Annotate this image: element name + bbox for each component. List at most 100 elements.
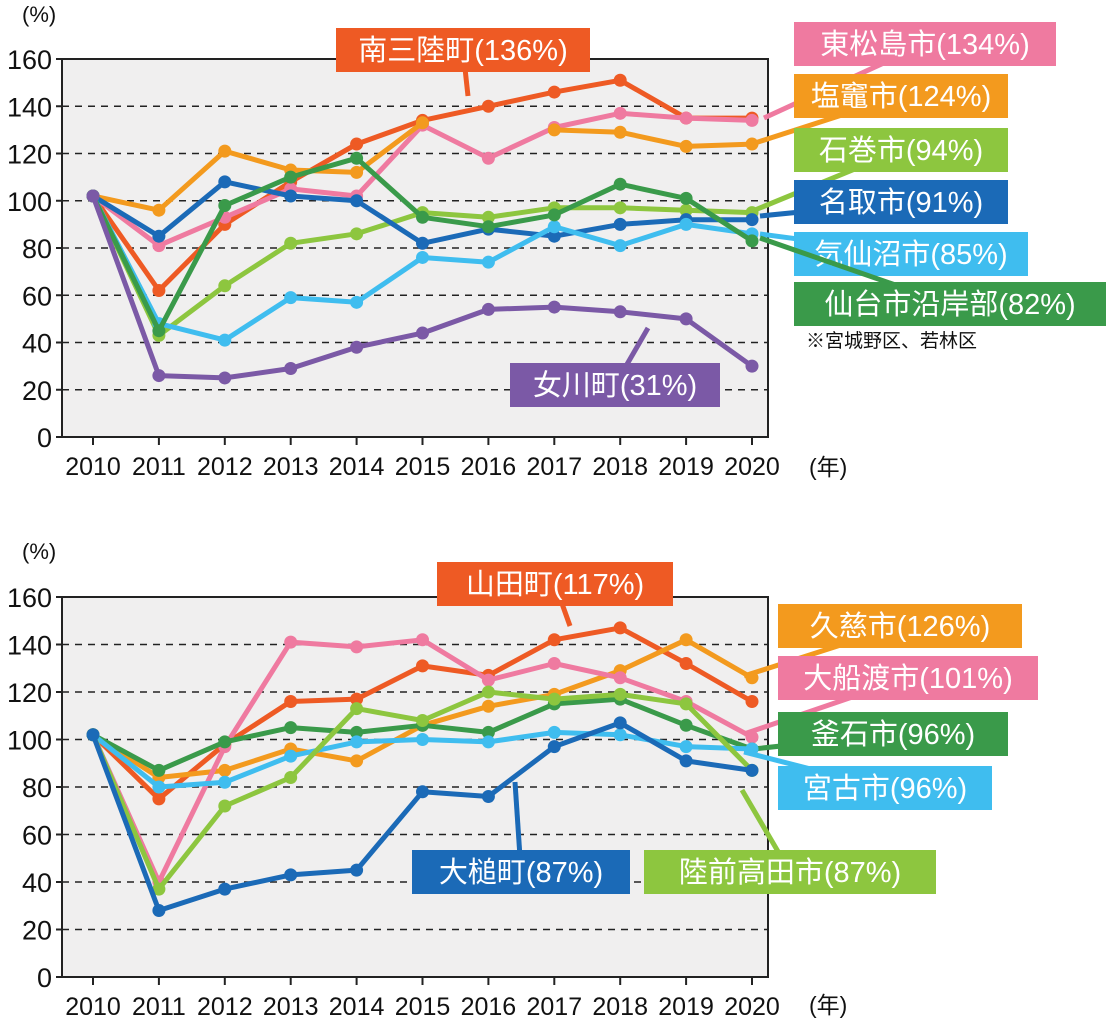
series-label-box xyxy=(336,28,590,72)
data-point xyxy=(416,236,429,250)
x-tick-label: 2012 xyxy=(197,993,253,1020)
data-point xyxy=(547,123,561,137)
data-point xyxy=(416,659,429,673)
x-tick-label: 2010 xyxy=(65,453,121,481)
data-point xyxy=(613,687,627,701)
y-tick-label: 160 xyxy=(7,45,52,75)
data-point xyxy=(481,210,495,224)
data-point xyxy=(350,735,364,749)
data-point xyxy=(284,170,298,184)
data-point xyxy=(679,312,693,326)
x-tick-label: 2017 xyxy=(526,993,582,1020)
data-point xyxy=(613,73,627,87)
data-point xyxy=(218,763,232,777)
data-point xyxy=(613,728,627,742)
series-label-box xyxy=(778,712,1008,756)
data-point xyxy=(416,733,429,746)
series-label-box xyxy=(794,180,1008,224)
data-point xyxy=(218,175,232,189)
data-point xyxy=(218,371,232,385)
series-7: 仙台市沿岸部(82%) xyxy=(86,151,1106,338)
x-tick-label: 2014 xyxy=(329,453,385,481)
series-label: 塩竈市(124%) xyxy=(811,80,992,113)
x-tick-label: 2013 xyxy=(263,453,319,481)
data-point xyxy=(284,771,298,784)
data-point xyxy=(152,763,166,777)
data-point xyxy=(679,740,693,754)
data-point xyxy=(481,302,495,316)
x-tick-label: 2017 xyxy=(526,453,582,481)
x-tick-label: 2018 xyxy=(592,993,648,1020)
data-point xyxy=(284,721,298,735)
x-tick-label: 2016 xyxy=(461,993,517,1020)
y-tick-label: 140 xyxy=(7,631,52,661)
data-point xyxy=(284,695,298,708)
x-tick-label: 2019 xyxy=(658,993,714,1020)
y-tick-label: 0 xyxy=(37,423,52,453)
series-label: 大槌町(87%) xyxy=(439,856,603,889)
data-point xyxy=(613,177,627,191)
data-point xyxy=(350,151,364,165)
series-label-box xyxy=(510,363,720,407)
y-tick-label: 80 xyxy=(22,234,52,264)
x-tick-label: 2019 xyxy=(658,453,714,481)
data-point xyxy=(679,217,693,231)
series-3: 大船渡市(101%) xyxy=(86,633,1038,889)
series-label-box xyxy=(794,128,1008,172)
y-tick-label: 40 xyxy=(22,868,52,898)
x-tick-label: 2010 xyxy=(65,993,121,1020)
x-unit-label: (年) xyxy=(809,454,847,480)
y-tick-label: 40 xyxy=(22,329,52,359)
data-point xyxy=(679,111,693,125)
data-point xyxy=(284,635,298,649)
data-point xyxy=(152,284,166,298)
y-tick-label: 20 xyxy=(22,916,52,946)
series-label: 南三陸町(136%) xyxy=(358,34,568,67)
data-point xyxy=(218,144,232,158)
data-point xyxy=(547,692,561,706)
data-point xyxy=(745,763,759,777)
series-7: 大槌町(87%) xyxy=(86,716,759,917)
data-point xyxy=(350,165,364,179)
x-tick-label: 2020 xyxy=(724,453,780,481)
data-point xyxy=(350,863,364,877)
series-8: 女川町(31%) xyxy=(86,189,759,407)
data-point xyxy=(547,220,561,234)
data-point xyxy=(481,725,495,739)
data-point xyxy=(416,785,429,799)
x-tick-label: 2018 xyxy=(592,453,648,481)
y-unit-label: (%) xyxy=(22,539,56,564)
data-point xyxy=(481,673,495,687)
series-label: 東松島市(134%) xyxy=(820,28,1030,61)
data-point xyxy=(218,799,232,813)
data-point xyxy=(679,657,693,670)
series-label-box xyxy=(794,232,1028,276)
data-point xyxy=(481,699,495,713)
x-tick-label: 2016 xyxy=(461,453,517,481)
y-tick-label: 0 xyxy=(37,963,52,993)
data-point xyxy=(745,113,759,127)
data-point xyxy=(152,239,166,253)
x-tick-label: 2013 xyxy=(263,993,319,1020)
data-point xyxy=(679,203,693,217)
data-point xyxy=(547,725,561,739)
data-point xyxy=(152,324,166,338)
data-point xyxy=(745,234,759,248)
data-point xyxy=(745,213,759,227)
data-point xyxy=(218,279,232,293)
data-point xyxy=(350,692,364,706)
series-5: 宮古市(96%) xyxy=(86,725,992,810)
data-point xyxy=(152,882,166,896)
data-point xyxy=(613,621,627,635)
data-point xyxy=(284,361,298,375)
data-point xyxy=(547,300,561,314)
series-label: 陸前高田市(87%) xyxy=(679,856,901,889)
data-point xyxy=(218,735,232,749)
x-tick-label: 2012 xyxy=(197,453,253,481)
series-label: 山田町(117%) xyxy=(466,569,644,601)
data-point xyxy=(350,640,364,654)
data-point xyxy=(613,201,627,215)
data-point xyxy=(350,702,364,716)
series-label: 石巻市(94%) xyxy=(819,134,983,167)
